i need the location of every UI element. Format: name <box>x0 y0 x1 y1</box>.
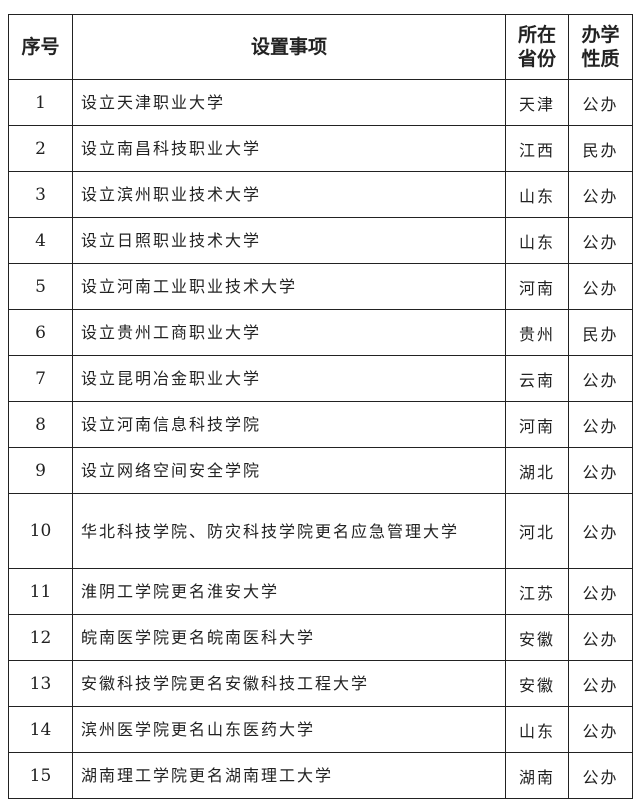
row-province: 云南 <box>505 355 569 402</box>
row-number: 4 <box>8 217 73 264</box>
table-row: 11 淮阴工学院更名淮安大学 江苏 公办 <box>8 568 633 615</box>
row-type: 公办 <box>568 263 633 310</box>
row-item: 设立滨州职业技术大学 <box>72 171 506 218</box>
row-item: 设立日照职业技术大学 <box>72 217 506 264</box>
header-no: 序号 <box>8 14 73 80</box>
row-type: 公办 <box>568 752 633 799</box>
row-item: 设立河南工业职业技术大学 <box>72 263 506 310</box>
row-item: 设立天津职业大学 <box>72 79 506 126</box>
row-item: 皖南医学院更名皖南医科大学 <box>72 614 506 661</box>
table-row: 5 设立河南工业职业技术大学 河南 公办 <box>8 263 633 310</box>
row-number: 15 <box>8 752 73 799</box>
header-item: 设置事项 <box>72 14 506 80</box>
table-row: 8 设立河南信息科技学院 河南 公办 <box>8 401 633 448</box>
row-province: 安徽 <box>505 614 569 661</box>
row-type: 民办 <box>568 309 633 356</box>
header-type-label: 办学性质 <box>581 24 620 70</box>
row-number: 6 <box>8 309 73 356</box>
table-row: 13 安徽科技学院更名安徽科技工程大学 安徽 公办 <box>8 660 633 707</box>
row-number: 14 <box>8 706 73 753</box>
row-type: 公办 <box>568 706 633 753</box>
row-number: 3 <box>8 171 73 218</box>
row-number: 2 <box>8 125 73 172</box>
row-province: 山东 <box>505 217 569 264</box>
row-number: 13 <box>8 660 73 707</box>
row-province: 天津 <box>505 79 569 126</box>
row-item: 设立昆明冶金职业大学 <box>72 355 506 402</box>
row-number: 5 <box>8 263 73 310</box>
row-type: 民办 <box>568 125 633 172</box>
row-province: 河北 <box>505 493 569 569</box>
row-item: 淮阴工学院更名淮安大学 <box>72 568 506 615</box>
row-number: 7 <box>8 355 73 402</box>
table-row: 9 设立网络空间安全学院 湖北 公办 <box>8 447 633 494</box>
row-item: 滨州医学院更名山东医药大学 <box>72 706 506 753</box>
header-province-label: 所在省份 <box>517 24 556 70</box>
table-row: 12 皖南医学院更名皖南医科大学 安徽 公办 <box>8 614 633 661</box>
table-row: 15 湖南理工学院更名湖南理工大学 湖南 公办 <box>8 752 633 799</box>
row-province: 河南 <box>505 401 569 448</box>
row-province: 湖北 <box>505 447 569 494</box>
row-province: 湖南 <box>505 752 569 799</box>
row-item: 安徽科技学院更名安徽科技工程大学 <box>72 660 506 707</box>
row-type: 公办 <box>568 614 633 661</box>
table-row: 7 设立昆明冶金职业大学 云南 公办 <box>8 355 633 402</box>
row-number: 8 <box>8 401 73 448</box>
row-province: 山东 <box>505 171 569 218</box>
table-row: 3 设立滨州职业技术大学 山东 公办 <box>8 171 633 218</box>
row-type: 公办 <box>568 355 633 402</box>
table-row: 14 滨州医学院更名山东医药大学 山东 公办 <box>8 706 633 753</box>
row-province: 贵州 <box>505 309 569 356</box>
row-type: 公办 <box>568 79 633 126</box>
row-number: 9 <box>8 447 73 494</box>
row-province: 山东 <box>505 706 569 753</box>
table-row: 6 设立贵州工商职业大学 贵州 民办 <box>8 309 633 356</box>
row-type: 公办 <box>568 568 633 615</box>
row-item: 设立贵州工商职业大学 <box>72 309 506 356</box>
header-type: 办学性质 <box>568 14 633 80</box>
row-type: 公办 <box>568 660 633 707</box>
row-number: 11 <box>8 568 73 615</box>
row-item: 湖南理工学院更名湖南理工大学 <box>72 752 506 799</box>
row-type: 公办 <box>568 217 633 264</box>
row-item: 设立河南信息科技学院 <box>72 401 506 448</box>
header-province: 所在省份 <box>505 14 569 80</box>
row-type: 公办 <box>568 171 633 218</box>
row-number: 1 <box>8 79 73 126</box>
table-row: 10 华北科技学院、防灾科技学院更名应急管理大学 河北 公办 <box>8 493 633 569</box>
header-row: 序号 设置事项 所在省份 办学性质 <box>8 14 633 80</box>
table-row: 4 设立日照职业技术大学 山东 公办 <box>8 217 633 264</box>
row-item: 设立网络空间安全学院 <box>72 447 506 494</box>
row-province: 江西 <box>505 125 569 172</box>
row-item: 设立南昌科技职业大学 <box>72 125 506 172</box>
row-province: 安徽 <box>505 660 569 707</box>
row-type: 公办 <box>568 493 633 569</box>
row-type: 公办 <box>568 447 633 494</box>
row-number: 12 <box>8 614 73 661</box>
row-type: 公办 <box>568 401 633 448</box>
row-number: 10 <box>8 493 73 569</box>
row-province: 江苏 <box>505 568 569 615</box>
row-province: 河南 <box>505 263 569 310</box>
row-item: 华北科技学院、防灾科技学院更名应急管理大学 <box>72 493 506 569</box>
table-row: 1 设立天津职业大学 天津 公办 <box>8 79 633 126</box>
table-row: 2 设立南昌科技职业大学 江西 民办 <box>8 125 633 172</box>
university-table: 序号 设置事项 所在省份 办学性质 1 设立天津职业大学 天津 公办 2 设立南昌科技职业… <box>8 14 633 799</box>
